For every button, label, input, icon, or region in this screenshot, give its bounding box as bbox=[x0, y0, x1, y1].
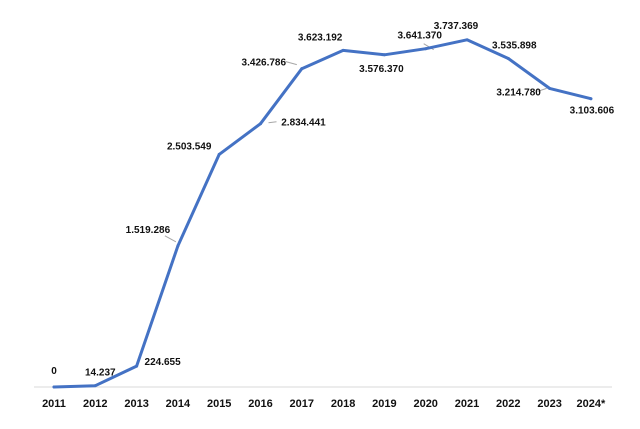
x-tick-label: 2011 bbox=[42, 398, 66, 410]
data-labels: 0 14.237 224.655 1.519.286 2.503.549 2.834.44… bbox=[51, 21, 614, 379]
data-label: 1.519.286 bbox=[126, 225, 171, 236]
data-point-2022 bbox=[506, 57, 510, 61]
data-point-2013 bbox=[135, 364, 139, 368]
data-point-2015 bbox=[217, 152, 221, 156]
data-label: 3.535.898 bbox=[492, 41, 537, 52]
x-tick-label: 2012 bbox=[83, 398, 107, 410]
data-point-2012 bbox=[93, 384, 97, 388]
x-tick-label: 2014 bbox=[166, 398, 191, 410]
x-axis-tick-labels: 2011 2012 2013 2014 2015 2016 2017 2018 2019 2020… bbox=[42, 398, 606, 410]
data-label: 0 bbox=[51, 366, 57, 377]
data-label: 3.426.786 bbox=[242, 58, 287, 69]
data-label: 3.214.780 bbox=[496, 87, 541, 98]
data-label: 3.103.606 bbox=[570, 106, 615, 117]
data-point-2023 bbox=[548, 86, 552, 90]
leader-line bbox=[285, 61, 297, 66]
x-tick-label: 2022 bbox=[496, 398, 520, 410]
data-point-2018 bbox=[341, 48, 345, 52]
data-point-2011 bbox=[52, 385, 56, 389]
data-point-2020 bbox=[424, 47, 428, 51]
x-tick-label: 2019 bbox=[372, 398, 396, 410]
data-point-2024 bbox=[589, 97, 593, 101]
data-point-2016 bbox=[259, 122, 262, 126]
series-line-path bbox=[52, 38, 593, 389]
data-label: 3.737.369 bbox=[434, 21, 479, 32]
x-tick-label: 2024* bbox=[577, 398, 606, 410]
leader-line bbox=[537, 87, 547, 92]
leader-line bbox=[268, 121, 277, 124]
data-label: 14.237 bbox=[85, 368, 116, 379]
data-point-2017 bbox=[300, 67, 304, 71]
x-tick-label: 2020 bbox=[413, 398, 437, 410]
data-point-2014 bbox=[176, 244, 180, 248]
data-label: 224.655 bbox=[145, 357, 182, 368]
x-tick-label: 2015 bbox=[207, 398, 231, 410]
series-line bbox=[52, 38, 593, 389]
data-label: 2.834.441 bbox=[281, 118, 326, 129]
leader-line bbox=[164, 235, 177, 243]
x-tick-label: 2016 bbox=[248, 398, 272, 410]
x-tick-label: 2023 bbox=[537, 398, 561, 410]
data-label: 3.623.192 bbox=[298, 32, 343, 43]
x-tick-label: 2018 bbox=[331, 398, 355, 410]
data-label: 3.641.370 bbox=[397, 31, 442, 42]
data-point-2021 bbox=[465, 38, 469, 42]
data-label: 3.576.370 bbox=[359, 64, 404, 75]
x-tick-label: 2021 bbox=[455, 398, 479, 410]
data-label: 2.503.549 bbox=[167, 141, 212, 152]
data-point-2019 bbox=[382, 53, 386, 57]
x-tick-label: 2017 bbox=[290, 398, 314, 410]
x-tick-label: 2013 bbox=[124, 398, 148, 410]
